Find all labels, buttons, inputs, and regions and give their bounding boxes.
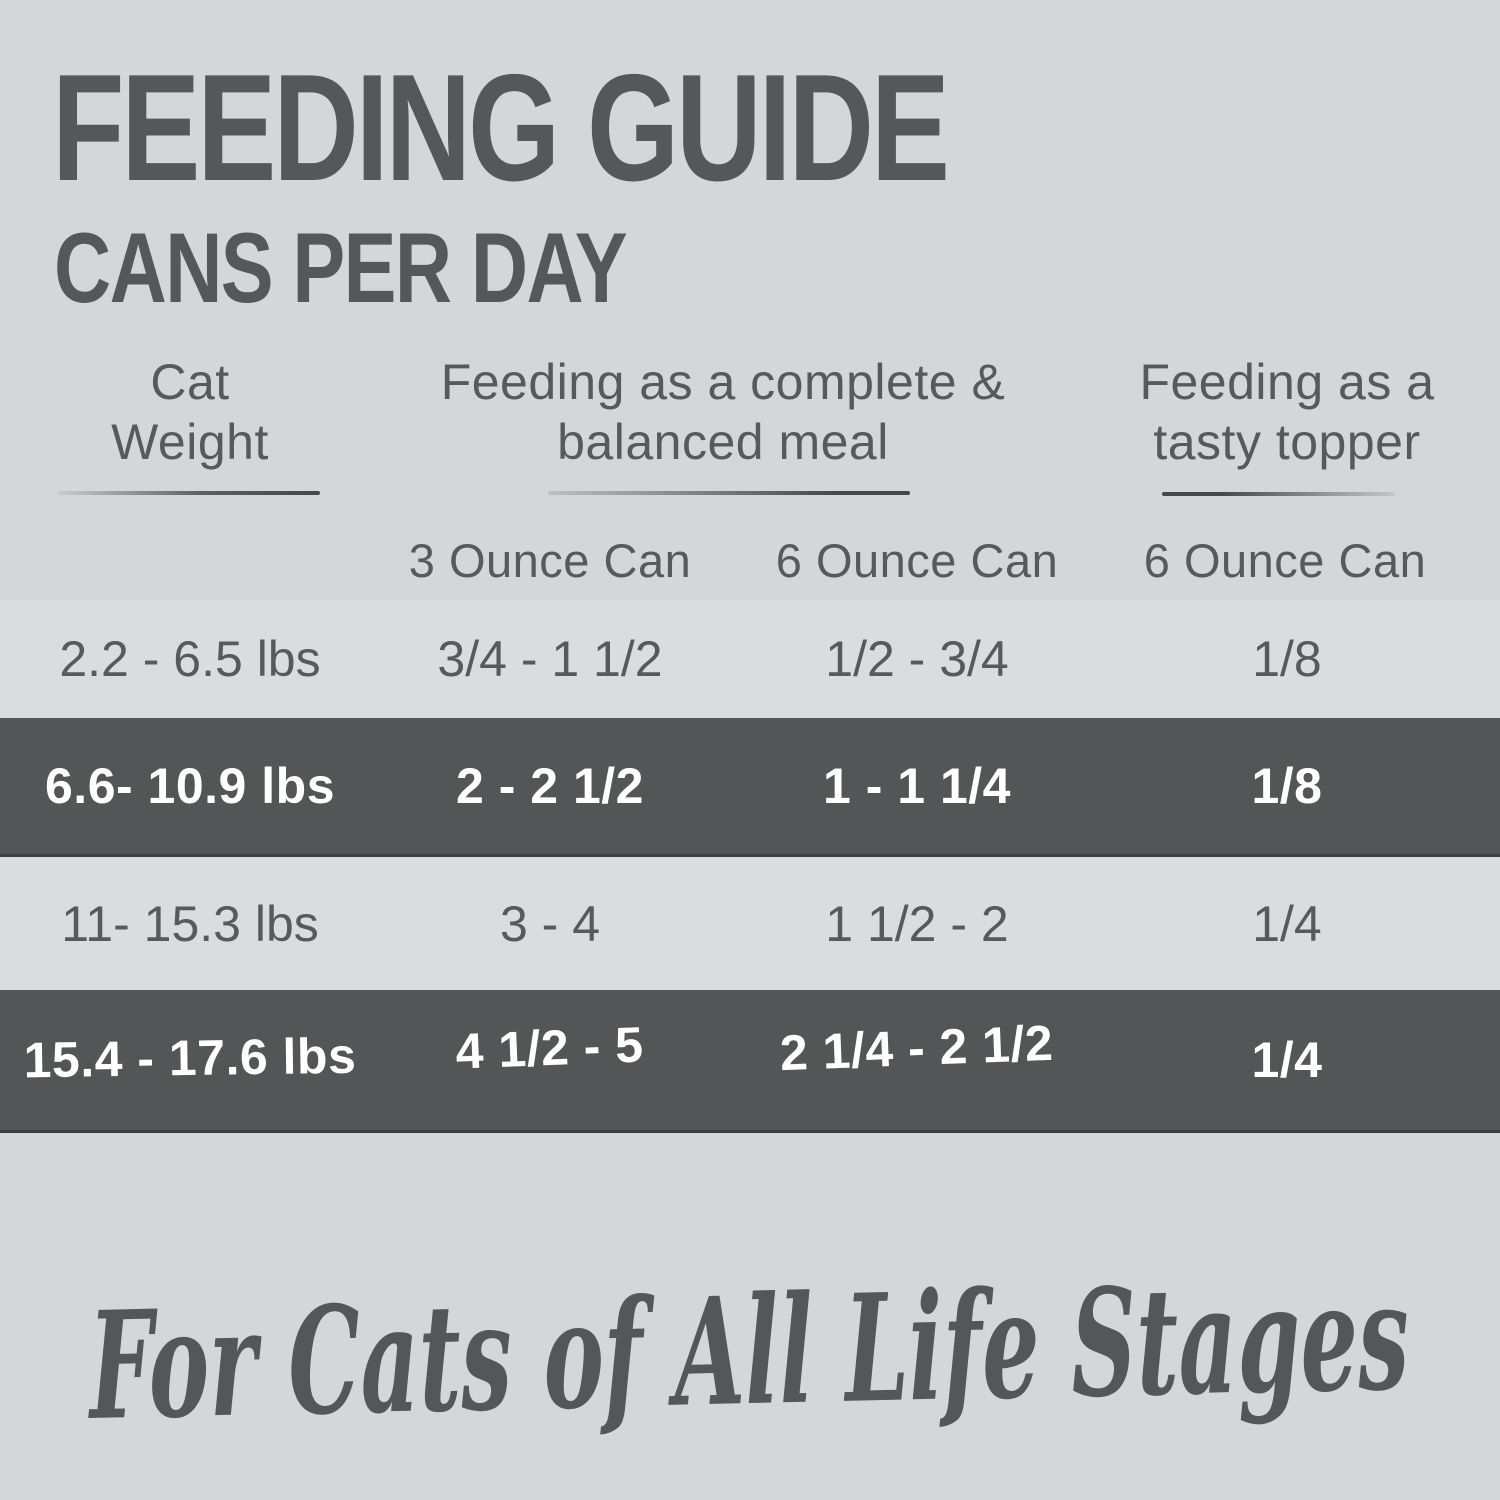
cell-topper: 1/4 [1251, 1032, 1323, 1088]
column-header-line: Feeding as a complete & [440, 354, 1006, 410]
column-header-line: Cat [150, 354, 230, 410]
cell-cat-weight: 15.4 - 17.6 lbs [23, 1027, 357, 1089]
cell-3oz-can: 3 - 4 [499, 895, 601, 952]
cell-topper: 1/8 [1252, 631, 1322, 687]
column-header-cat-weight: Cat Weight [40, 352, 340, 472]
page-subtitle: CANS PER DAY [54, 212, 628, 323]
cell-6oz-can: 2 1/4 - 2 1/2 [778, 1014, 1055, 1082]
footer-script: For Cats of All Life Stages [85, 1249, 1411, 1453]
header-underline-meal [548, 491, 910, 495]
cell-3oz-can: 3/4 - 1 1/2 [437, 631, 663, 687]
page-title: FEEDING GUIDE [52, 43, 950, 213]
cell-topper: 1/4 [1252, 895, 1322, 952]
table-row-highlighted: 6.6- 10.9 lbs 2 - 2 1/2 1 - 1 1/4 1/8 [0, 718, 1500, 857]
table-row: 2.2 - 6.5 lbs 3/4 - 1 1/2 1/2 - 3/4 1/8 [0, 600, 1500, 718]
cell-6oz-can: 1 1/2 - 2 [825, 895, 1009, 952]
cell-cat-weight: 2.2 - 6.5 lbs [59, 631, 321, 687]
cell-cat-weight: 6.6- 10.9 lbs [45, 758, 335, 814]
footer-script-text: For Cats of All Life Stages [85, 1249, 1411, 1453]
column-header-line: Weight [111, 414, 269, 470]
column-header-line: tasty topper [1153, 414, 1421, 470]
cell-cat-weight: 11- 15.3 lbs [61, 895, 319, 952]
cell-3oz-can: 2 - 2 1/2 [456, 758, 644, 814]
column-header-tasty-topper: Feeding as a tasty topper [1137, 352, 1437, 472]
table-row-highlighted: 15.4 - 17.6 lbs 4 1/2 - 5 2 1/4 - 2 1/2 … [0, 990, 1500, 1133]
subcolumn-header-6oz-can: 6 Ounce Can [775, 533, 1059, 587]
column-header-complete-meal: Feeding as a complete & balanced meal [422, 352, 1024, 472]
subcolumn-header-3oz-can: 3 Ounce Can [408, 533, 692, 587]
column-header-line: balanced meal [557, 414, 889, 470]
header-underline-weight [57, 491, 320, 495]
cell-6oz-can: 1/2 - 3/4 [825, 631, 1009, 687]
table-row: 11- 15.3 lbs 3 - 4 1 1/2 - 2 1/4 [0, 857, 1500, 990]
cell-6oz-can: 1 - 1 1/4 [823, 758, 1011, 814]
cell-topper: 1/8 [1251, 758, 1323, 814]
header-underline-topper [1162, 492, 1395, 496]
subcolumn-header-topper-6oz-can: 6 Ounce Can [1143, 533, 1427, 587]
cell-3oz-can: 4 1/2 - 5 [454, 1016, 645, 1080]
column-header-line: Feeding as a [1139, 354, 1435, 410]
